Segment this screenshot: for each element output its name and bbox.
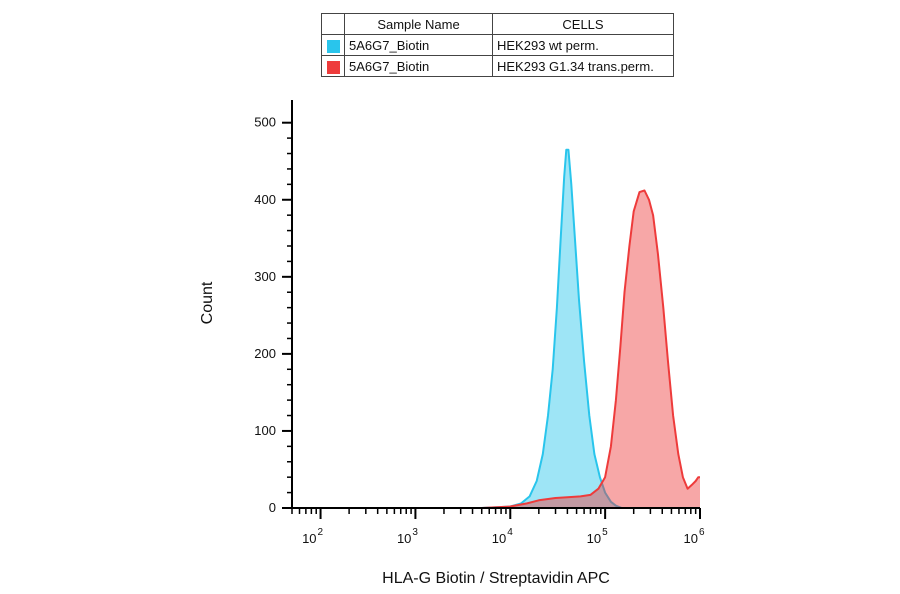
x-tick-exponent: 6 bbox=[699, 527, 705, 538]
legend-table: Sample Name CELLS 5A6G7_Biotin HEK293 wt… bbox=[321, 13, 674, 77]
legend-header-row: Sample Name CELLS bbox=[321, 13, 674, 35]
series-layer bbox=[292, 148, 700, 509]
y-axis-title: Count bbox=[199, 281, 216, 324]
legend-swatch-cyan bbox=[326, 39, 340, 53]
y-tick-label: 300 bbox=[254, 269, 276, 284]
x-tick-label: 10 bbox=[302, 531, 316, 546]
y-tick-label: 100 bbox=[254, 423, 276, 438]
x-tick-label: 10 bbox=[492, 531, 506, 546]
x-tick-exponent: 4 bbox=[507, 527, 513, 538]
legend-sample-name: 5A6G7_Biotin bbox=[344, 55, 493, 77]
y-tick-label: 0 bbox=[269, 500, 276, 515]
legend-row: 5A6G7_Biotin HEK293 G1.34 trans.perm. bbox=[321, 55, 674, 77]
x-axis-title: HLA-G Biotin / Streptavidin APC bbox=[382, 570, 610, 587]
legend-cells-name: HEK293 wt perm. bbox=[492, 34, 674, 56]
legend-swatch-red bbox=[326, 60, 340, 74]
y-tick-label: 500 bbox=[254, 115, 276, 130]
series-line-2 bbox=[292, 189, 700, 509]
legend-cells-name: HEK293 G1.34 trans.perm. bbox=[492, 55, 674, 77]
x-tick-exponent: 3 bbox=[412, 527, 418, 538]
y-tick-label: 200 bbox=[254, 346, 276, 361]
x-tick-label: 10 bbox=[684, 531, 698, 546]
x-tick-exponent: 5 bbox=[602, 527, 608, 538]
legend-row: 5A6G7_Biotin HEK293 wt perm. bbox=[321, 34, 674, 56]
x-tick-label: 10 bbox=[397, 531, 411, 546]
x-tick-label: 10 bbox=[587, 531, 601, 546]
series-area-2 bbox=[292, 190, 700, 508]
y-tick-label: 400 bbox=[254, 192, 276, 207]
x-tick-exponent: 2 bbox=[318, 527, 324, 538]
